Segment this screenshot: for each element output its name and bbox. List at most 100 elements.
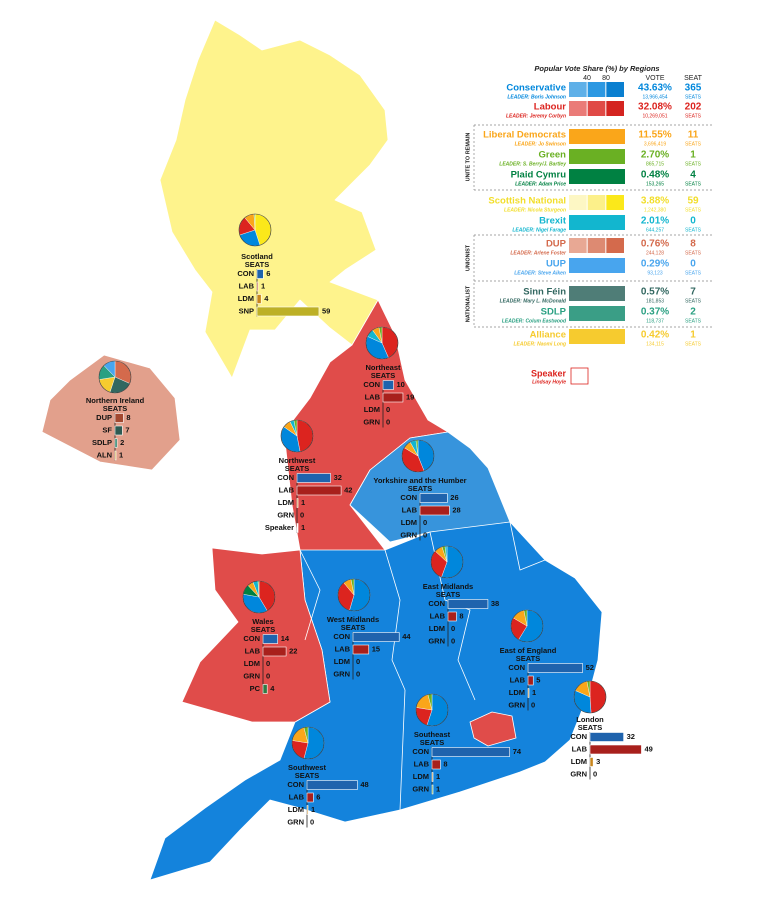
party-leader: LEADER: Naomi Long [514,341,567,347]
seat-bar [296,498,299,508]
vote-share: 43.63% [638,83,672,94]
bar-party: GRN [570,769,587,778]
vote-count: 153,265 [646,181,664,187]
bar-party: CON [333,632,350,641]
bar-party: GRN [363,417,380,426]
party-leader: LEADER: Jo Swinson [515,141,566,147]
share-bar [587,238,606,253]
bar-value: 0 [423,530,427,539]
pie-slice [589,680,607,714]
seat-bar [447,611,457,622]
bar-value: 0 [310,817,314,826]
bar-party: LAB [572,744,588,753]
seat-bar [447,599,489,609]
vote-count: 244,128 [646,250,664,256]
bar-value: 49 [644,744,652,753]
seat-bar [114,425,123,436]
bar-party: LAB [414,759,430,768]
seat-bar [256,281,259,292]
bar-value: 0 [356,669,360,678]
bar-value: 59 [322,306,330,315]
region-seats-label: SEATS [408,484,432,493]
bar-value: 6 [316,792,320,801]
bar-party: LAB [289,792,305,801]
seat-bar [431,747,510,757]
share-bar [569,329,625,344]
region-name: Wales [252,617,273,626]
party-leader: LEADER: Steve Aiken [514,270,566,276]
bar-party: DUP [96,413,112,422]
region-name: East of England [500,646,557,655]
seat-bar [262,646,287,657]
seat-bar [431,772,434,782]
seat-bar [419,493,448,503]
party-name: Plaid Cymru [511,170,567,181]
seat-label: SEATS [685,250,702,256]
seat-label: SEATS [685,270,702,276]
bar-value: 19 [406,392,414,401]
region-seats-label: SEATS [578,723,602,732]
bar-party: LDM [334,657,350,666]
bar-value: 6 [266,269,270,278]
region-seats-label: SEATS [420,738,444,747]
region-seats-label: SEATS [251,625,275,634]
bar-party: GRN [243,671,260,680]
seat-count: 0 [690,259,696,270]
vote-count: 10,269,051 [642,113,667,119]
party-leader: LEADER: Mary L. McDonald [500,298,567,304]
region-seats-label: SEATS [295,771,319,780]
vote-count: 865,715 [646,161,664,167]
seat-bar [589,744,642,755]
bar-value: 32 [627,732,635,741]
share-bar [569,129,625,144]
seat-bar [296,473,331,483]
bar-value: 8 [126,413,130,422]
legend: Popular Vote Share (%) by Regions 40 80 … [465,64,712,385]
bar-party: LAB [402,505,418,514]
bar-value: 7 [125,425,129,434]
bar-value: 4 [264,294,269,303]
bar-party: SDLP [92,438,112,447]
pie-outline [242,580,276,614]
vote-count: 118,737 [646,318,664,324]
seat-bar [589,757,594,767]
vote-count: 181,853 [646,298,664,304]
bar-value: 1 [119,450,123,459]
share-bar [569,215,625,230]
region-seats-label: SEATS [103,404,127,413]
bar-value: 0 [266,671,270,680]
bar-party: GRN [508,700,525,709]
share-bar [587,195,606,210]
vote-count: 3,696,419 [644,141,666,147]
bar-party: LAB [365,392,381,401]
bar-value: 2 [120,438,124,447]
region-seats-label: SEATS [285,464,309,473]
region-name: Scotland [241,252,273,261]
bar-party: CON [508,663,525,672]
seat-label: SEATS [685,161,702,167]
bar-value: 8 [459,611,463,620]
vote-share: 0.37% [641,307,669,318]
seat-count: 11 [688,130,699,141]
bar-party: LAB [245,646,261,655]
bar-party: LDM [288,805,304,814]
region-name: Yorkshire and the Humber [373,476,466,485]
share-bar [569,169,625,184]
bar-party: LAB [510,675,526,684]
seat-label: SEATS [685,141,702,147]
bar-value: 22 [289,646,297,655]
vote-count: 134,115 [646,341,664,347]
bar-value: 4 [270,684,275,693]
bar-party: SNP [239,306,254,315]
bar-value: 0 [386,405,390,414]
party-leader: LEADER: Boris Johnson [507,94,566,100]
region-border [299,521,546,811]
vote-count: 93,123 [647,270,663,276]
party-name: UUP [546,259,567,270]
bar-value: 28 [452,505,460,514]
vote-share: 2.01% [641,216,669,227]
party-leader: LEADER: Colum Eastwood [502,318,567,324]
seat-count: 365 [685,83,702,94]
group-label: UNIONIST [465,244,471,271]
vote-count: 13,966,454 [642,94,667,100]
